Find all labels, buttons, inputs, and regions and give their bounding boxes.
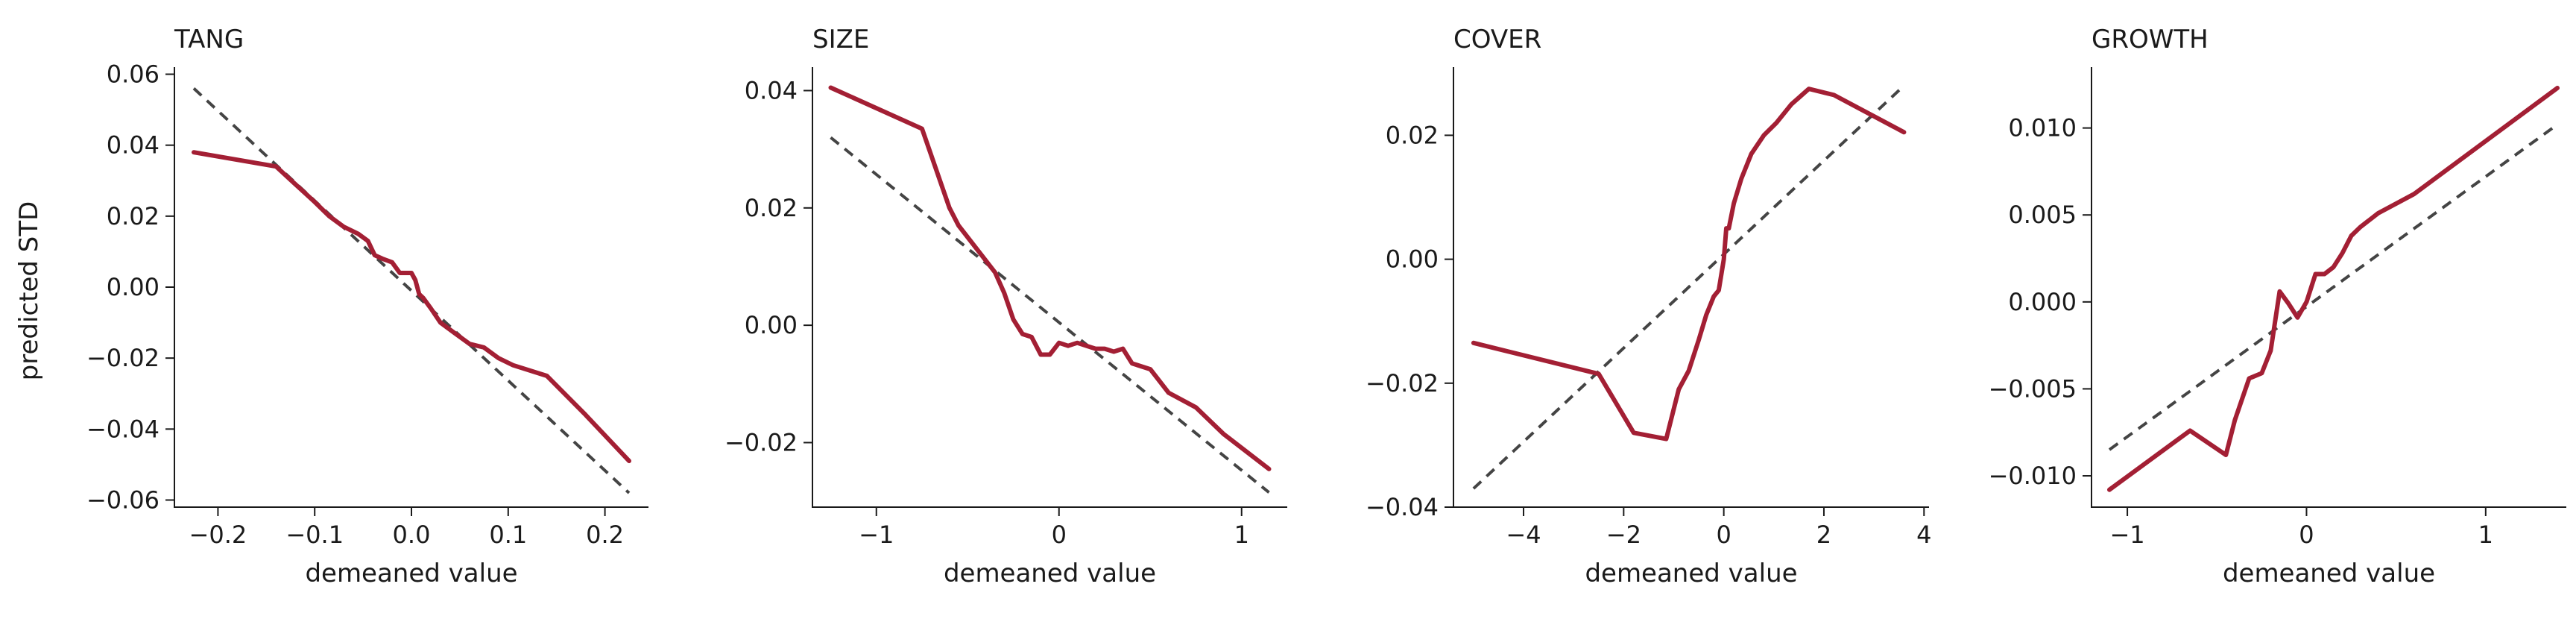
x-tick-label: 0.1: [489, 521, 527, 549]
y-tick-label: 0.04: [107, 131, 160, 160]
x-tick-label: 2: [1816, 521, 1831, 549]
chart-title: GROWTH: [2092, 25, 2209, 54]
x-tick-label: −0.2: [189, 521, 247, 549]
y-tick-label: 0.005: [2008, 201, 2077, 229]
y-tick-label: −0.005: [1989, 374, 2077, 403]
x-tick-label: 0: [1052, 521, 1067, 549]
y-axis-label: predicted STD: [14, 201, 44, 381]
x-tick-label: −2: [1606, 521, 1641, 549]
series-reference-line: [1472, 84, 1905, 490]
y-tick-label: −0.02: [86, 344, 160, 372]
axis-spines: [174, 67, 648, 508]
axis-spines: [812, 67, 1287, 508]
series-predicted-line: [1471, 87, 1907, 442]
series-reference-line: [830, 136, 1270, 494]
axis-spines: [1453, 67, 1929, 508]
x-axis-label: demeaned value: [1585, 559, 1797, 588]
y-tick-label: −0.04: [1366, 493, 1439, 521]
y-tick-label: 0.04: [745, 76, 798, 104]
series-reference-line: [192, 87, 631, 494]
x-axis-label: demeaned value: [305, 559, 517, 588]
y-tick-label: 0.02: [107, 202, 160, 230]
chart-title: TANG: [174, 25, 244, 54]
y-tick-label: 0.010: [2008, 114, 2077, 142]
series-predicted-line: [192, 150, 631, 464]
x-tick-label: 4: [1916, 521, 1931, 549]
y-tick-label: −0.06: [86, 486, 160, 514]
chart-panel-size: SIZE −1 0 1 0.04 0.02 0.00 −0.02 demeaned value: [724, 25, 1287, 588]
x-tick-label: −1: [2109, 521, 2144, 549]
chart-title: SIZE: [812, 25, 869, 54]
y-tick-label: −0.02: [1366, 369, 1439, 398]
y-tick-label: 0.00: [1386, 245, 1439, 274]
chart-title: COVER: [1453, 25, 1541, 54]
x-tick-label: 1: [1234, 521, 1249, 549]
y-tick-label: −0.010: [1989, 462, 2077, 490]
x-tick-label: 1: [2478, 521, 2493, 549]
chart-panel-cover: COVER −4 −2 0 2 4 0.02 0.00 −0.02 −0.04 demeaned v…: [1366, 25, 1932, 588]
x-tick-label: 0.2: [586, 521, 624, 549]
y-tick-label: 0.02: [745, 194, 798, 222]
x-axis-label: demeaned value: [944, 559, 1156, 588]
x-tick-label: 0: [2299, 521, 2314, 549]
series-predicted-line: [828, 85, 1272, 471]
y-tick-label: 0.02: [1386, 121, 1439, 149]
y-tick-label: −0.04: [86, 415, 160, 443]
chart-panel-growth: GROWTH −1 0 1 0.010 0.005 0.000 −0.005 −0.010 dem…: [1989, 25, 2566, 588]
y-tick-label: 0.000: [2008, 288, 2077, 316]
x-tick-label: −1: [859, 521, 894, 549]
axis-spines: [2091, 67, 2566, 508]
y-tick-label: 0.00: [107, 273, 160, 301]
series-predicted-line: [2107, 86, 2560, 492]
y-tick-label: −0.02: [724, 428, 798, 456]
y-tick-label: 0.00: [745, 311, 798, 339]
x-tick-label: −4: [1506, 521, 1541, 549]
x-tick-label: 0.0: [393, 521, 431, 549]
series-reference-line: [2108, 123, 2559, 451]
x-tick-label: 0: [1716, 521, 1731, 549]
x-axis-label: demeaned value: [2223, 559, 2435, 588]
y-tick-label: 0.06: [107, 60, 160, 89]
x-tick-label: −0.1: [285, 521, 344, 549]
chart-panel-tang: TANG −0.2 −0.1 0.0 0.1 0.2 0.06 0.04 0.02 0.00 −0.…: [86, 25, 648, 588]
